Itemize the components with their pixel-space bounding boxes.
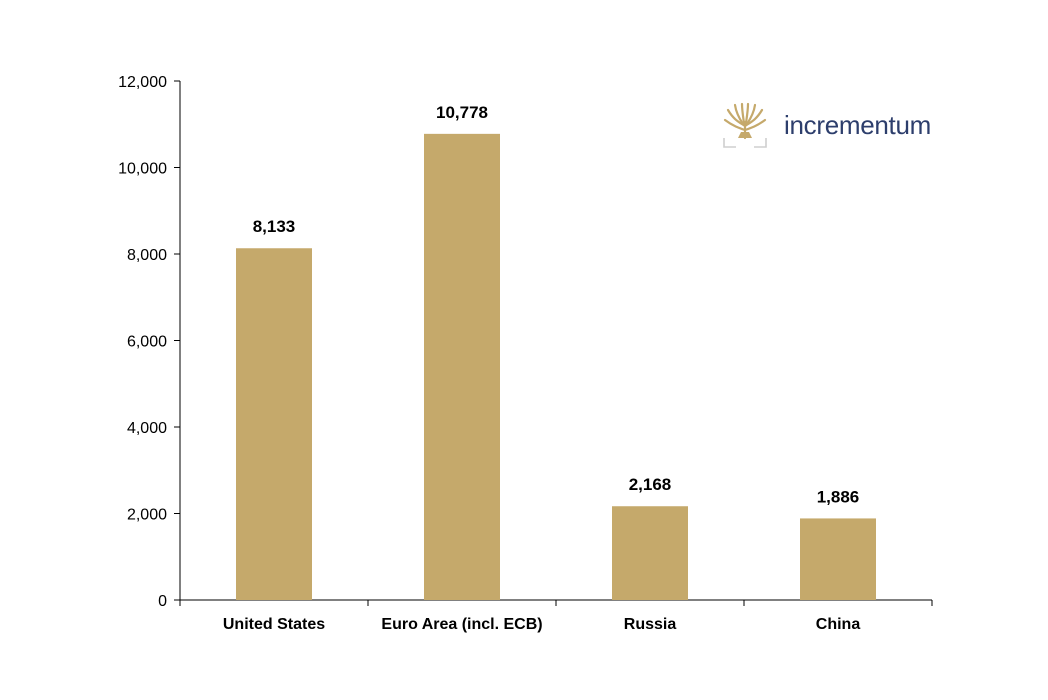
y-tick-label: 0 xyxy=(158,593,167,610)
chart-labels: 8,133 United States 10,778 Euro Area (incl.… xyxy=(223,103,860,633)
brand-name: incrementum xyxy=(784,109,931,140)
y-tick-label: 8,000 xyxy=(127,247,167,264)
y-tick-label: 2,000 xyxy=(127,507,167,524)
chart-axes: 0 2,000 4,000 6,000 8,000 10,000 12,000 xyxy=(118,74,933,610)
x-tick-label: China xyxy=(816,616,861,633)
x-tick-label: Russia xyxy=(624,616,677,633)
data-label: 10,778 xyxy=(436,103,488,122)
tree-logo-icon xyxy=(723,102,767,148)
bar xyxy=(236,248,312,601)
x-tick-label: United States xyxy=(223,616,325,633)
bar xyxy=(800,518,876,600)
chart-bars xyxy=(236,133,876,601)
data-label: 2,168 xyxy=(629,475,672,494)
x-tick-label: Euro Area (incl. ECB) xyxy=(381,616,542,633)
y-tick-label: 10,000 xyxy=(118,161,167,178)
bar xyxy=(612,506,688,600)
data-label: 1,886 xyxy=(817,487,860,506)
y-tick-label: 6,000 xyxy=(127,334,167,351)
incrementum-logo: incrementum xyxy=(722,102,931,148)
y-tick-label: 12,000 xyxy=(118,74,167,91)
data-label: 8,133 xyxy=(253,217,296,236)
bar xyxy=(424,133,500,600)
y-tick-label: 4,000 xyxy=(127,420,167,437)
